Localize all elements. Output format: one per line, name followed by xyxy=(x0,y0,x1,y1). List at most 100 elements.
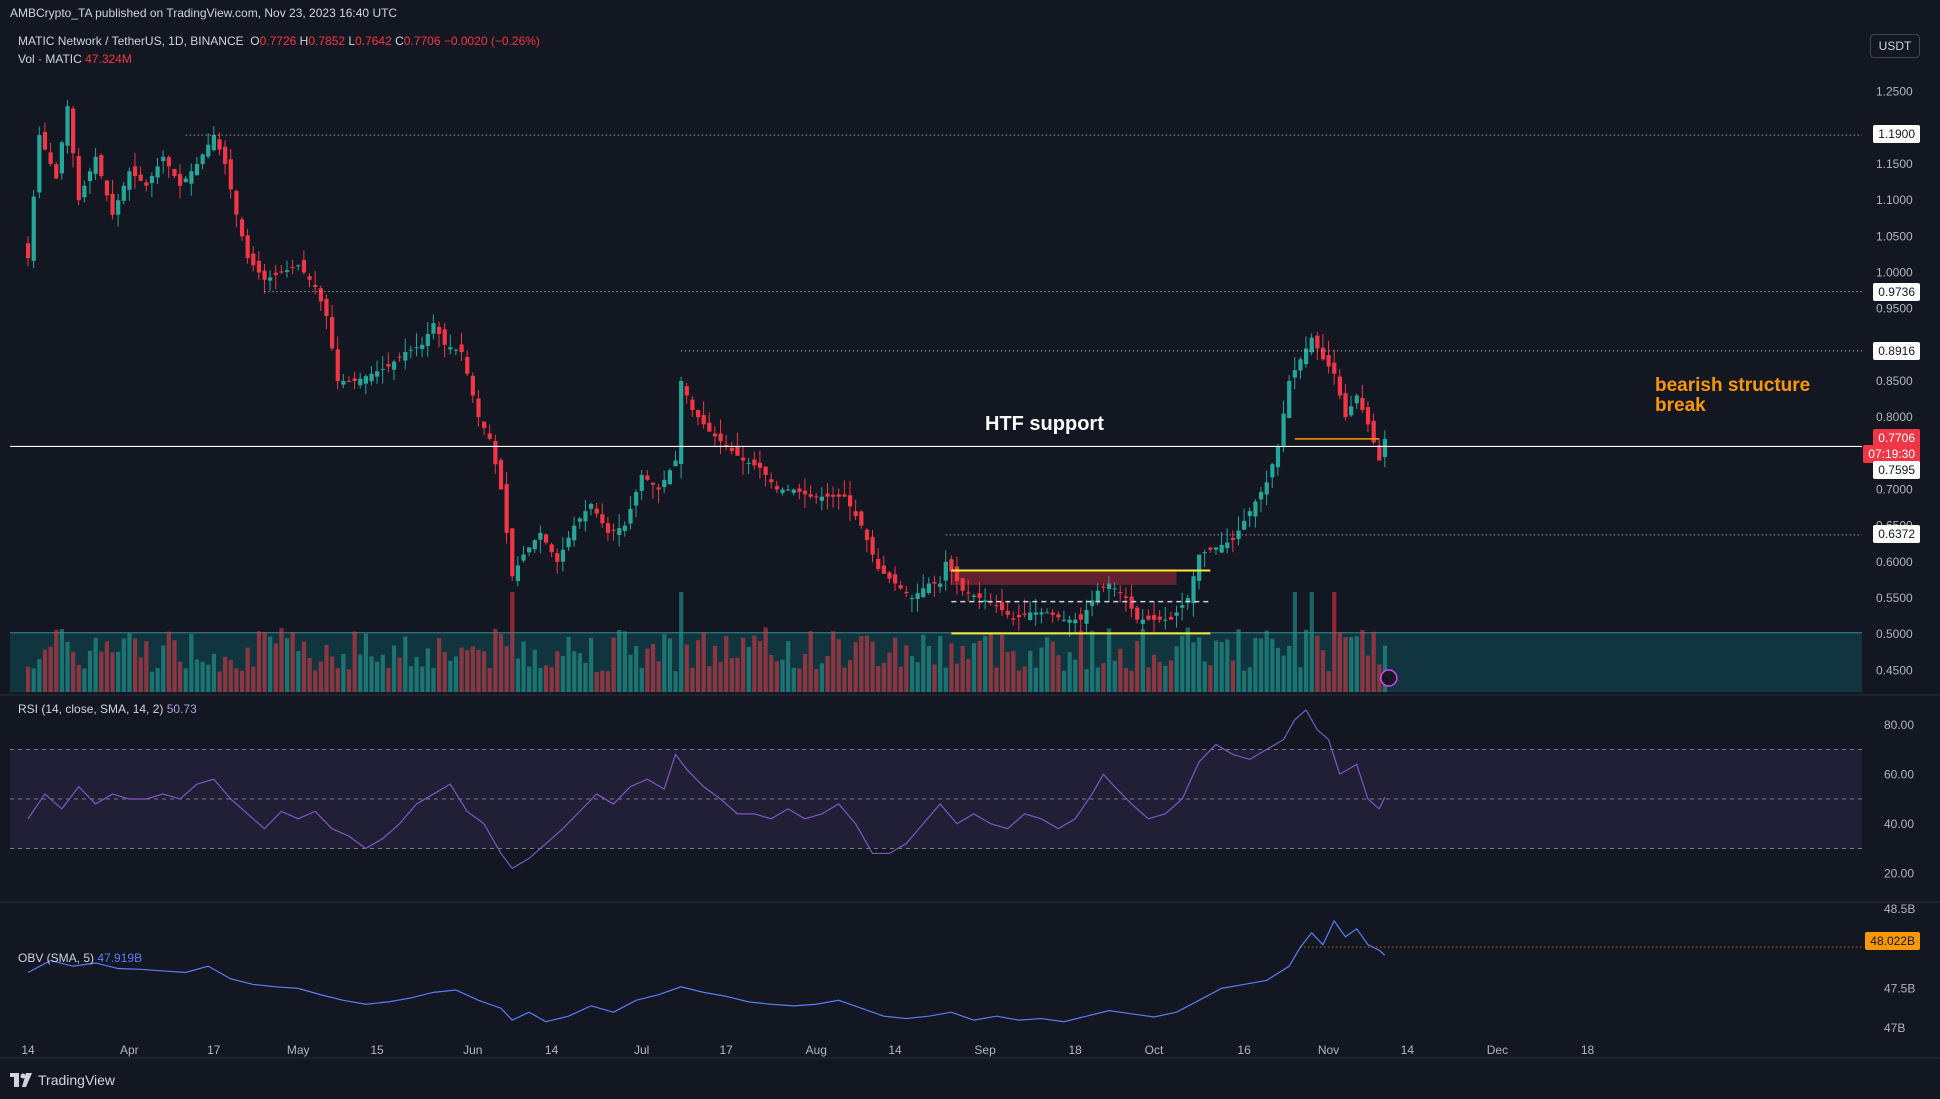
candle-body xyxy=(577,518,582,522)
candle-body xyxy=(724,444,729,447)
candle-body xyxy=(966,592,971,594)
currency-button[interactable]: USDT xyxy=(1870,34,1920,58)
candle-body xyxy=(1033,612,1038,615)
candle-body xyxy=(442,329,447,345)
candle-body xyxy=(1360,397,1365,410)
candle-body xyxy=(1185,597,1190,603)
tradingview-brand: TradingView xyxy=(38,1072,116,1088)
price-tick-0: 1.2500 xyxy=(1876,85,1913,99)
candle-body xyxy=(1371,420,1376,443)
candle-body xyxy=(695,409,701,418)
candle-body xyxy=(166,157,171,167)
volume-bar xyxy=(926,645,931,692)
candle-body xyxy=(662,479,667,488)
volume-bar xyxy=(729,657,734,692)
countdown-tag: 07:19:30 xyxy=(1863,445,1920,463)
open-value: 0.7726 xyxy=(259,34,297,48)
volume-bar xyxy=(172,640,177,692)
volume-value: 47.324M xyxy=(85,52,132,66)
volume-bar xyxy=(808,631,813,692)
candle-body xyxy=(132,166,138,177)
volume-bar xyxy=(26,666,31,692)
candle-body xyxy=(926,583,931,594)
volume-bar xyxy=(420,666,425,692)
candle-body xyxy=(617,528,622,535)
candle-body xyxy=(560,549,566,562)
time-tick-12: 18 xyxy=(1069,1043,1083,1057)
obv-label[interactable]: OBV (SMA, 5) xyxy=(18,951,95,965)
tradingview-logo[interactable]: TradingView xyxy=(10,1072,115,1088)
volume-bar xyxy=(335,668,340,692)
candle-body xyxy=(149,176,155,184)
bearish-break-line2: break xyxy=(1655,395,1706,416)
candle-body xyxy=(1258,491,1264,500)
volume-bar xyxy=(645,648,650,692)
candle-body xyxy=(1168,616,1174,620)
volume-bar xyxy=(144,641,149,692)
volume-bar xyxy=(1197,637,1202,692)
candle-body xyxy=(307,276,312,280)
candle-body xyxy=(949,559,954,572)
candle-body xyxy=(802,490,808,495)
volume-bar xyxy=(1230,660,1236,692)
candle-body xyxy=(1191,576,1196,604)
rsi-label[interactable]: RSI (14, close, SMA, 14, 2) xyxy=(18,702,164,716)
candle-body xyxy=(510,528,515,577)
candle-body xyxy=(1146,615,1151,620)
candle-body xyxy=(1005,610,1010,615)
price-tick-13: 0.4500 xyxy=(1876,663,1913,677)
candle-body xyxy=(684,386,689,396)
price-tick-10: 0.6000 xyxy=(1876,555,1913,569)
candle-body xyxy=(1140,619,1145,624)
volume-legend: Vol · MATIC 47.324M xyxy=(18,52,132,66)
candle-body xyxy=(217,139,222,150)
volume-bar xyxy=(1050,641,1055,692)
candle-body xyxy=(786,489,791,491)
candle-body xyxy=(1045,612,1050,614)
volume-bar xyxy=(1084,669,1089,692)
volume-bar xyxy=(577,653,582,692)
candle-body xyxy=(59,142,64,174)
candle-body xyxy=(436,327,442,334)
volume-bar xyxy=(583,662,588,692)
candle-body xyxy=(200,154,205,165)
volume-bar xyxy=(217,671,222,692)
volume-bar xyxy=(1337,632,1342,692)
obv-value: 47.919B xyxy=(97,951,143,965)
volume-bar xyxy=(1056,655,1061,692)
candle-body xyxy=(1152,615,1157,620)
volume-label[interactable]: Vol · MATIC xyxy=(18,52,82,66)
volume-bar xyxy=(1090,630,1095,692)
time-tick-0: 14 xyxy=(21,1043,35,1057)
volume-bar xyxy=(1011,650,1016,692)
volume-bar xyxy=(1078,630,1084,692)
candle-body xyxy=(870,536,875,555)
rsi-tick-2: 40.00 xyxy=(1884,817,1914,831)
candle-body xyxy=(960,578,965,591)
volume-bar xyxy=(560,655,566,692)
candle-body xyxy=(589,503,594,509)
time-tick-15: Nov xyxy=(1318,1043,1339,1057)
volume-bar xyxy=(397,657,402,692)
candle-body xyxy=(431,323,436,334)
candle-body xyxy=(301,259,307,273)
volume-bar xyxy=(831,631,836,692)
volume-bar xyxy=(887,652,892,692)
candle-body xyxy=(189,171,194,184)
candle-body xyxy=(864,529,870,541)
volume-bar xyxy=(391,645,397,692)
volume-bar xyxy=(1163,665,1168,692)
candle-body xyxy=(645,475,650,480)
candle-body xyxy=(138,174,143,181)
symbol-title[interactable]: MATIC Network / TetherUS, 1D, BINANCE xyxy=(18,34,244,48)
candle-body xyxy=(273,272,278,275)
candle-body xyxy=(228,159,233,190)
volume-bar xyxy=(617,630,622,692)
candle-body xyxy=(572,525,577,541)
volume-bar xyxy=(330,656,335,692)
candle-body xyxy=(752,459,757,466)
volume-bar xyxy=(234,668,239,692)
volume-bar xyxy=(121,638,126,692)
volume-bar xyxy=(1022,666,1027,692)
volume-bar xyxy=(1247,667,1252,692)
